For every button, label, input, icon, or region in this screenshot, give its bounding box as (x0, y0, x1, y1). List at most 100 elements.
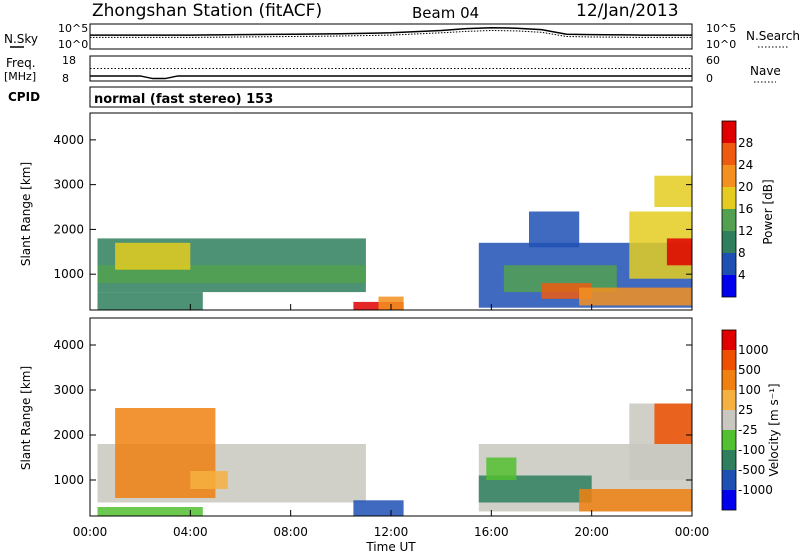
velocity-colorbar-tick-2: 100 (738, 383, 761, 397)
power-patches (97, 175, 692, 310)
noise-sky-series (90, 26, 692, 36)
power-panel-y-tick-label-2: 3000 (53, 178, 84, 192)
power-panel-patch-2 (115, 242, 191, 270)
power-colorbar-label: Power [dB] (761, 179, 775, 244)
power-colorbar-tick-1: 8 (738, 246, 746, 260)
power-panel-y-tick-label-0: 1000 (53, 267, 84, 281)
power-panel-patch-5 (378, 296, 404, 310)
power-panel-patch-13 (654, 175, 692, 207)
cpid-label: CPID (8, 90, 40, 104)
velocity-panel-colorbar-swatch-2 (722, 450, 736, 470)
velocity-panel-y-tick-label-1: 2000 (53, 428, 84, 442)
frequency-tick-top: 18 (62, 54, 76, 67)
power-colorbar-tick-6: 28 (738, 136, 753, 150)
velocity-panel-y-tick-label-0: 1000 (53, 473, 84, 487)
velocity-colorbar-tick-1: 500 (738, 363, 761, 377)
velocity-panel-colorbar-swatch-7 (722, 350, 736, 370)
nave-tick-bottom: 0 (706, 72, 713, 85)
power-colorbar-tick-0: 4 (738, 268, 746, 282)
noise-panel: N.Sky 10^5 10^0 10^5 10^0 N.Search (4, 22, 800, 51)
velocity-panel-patch-7 (579, 489, 692, 512)
velocity-colorbar-tick-4: -25 (738, 423, 758, 437)
nave-tick-top: 60 (706, 54, 720, 67)
nave-label: Nave (750, 64, 781, 78)
velocity-panel-colorbar-swatch-8 (722, 330, 736, 350)
time-tick-label-1: 04:00 (173, 525, 208, 539)
power-colorbar-tick-5: 24 (738, 158, 753, 172)
velocity-panel-colorbar-frame (721, 329, 737, 511)
time-tick-label-3: 12:00 (374, 525, 409, 539)
noise-right-tick-top: 10^5 (706, 22, 736, 35)
velocity-panel-colorbar-swatch-3 (722, 430, 736, 450)
power-panel-colorbar-swatch-6 (722, 143, 736, 165)
power-colorbar-tick-3: 16 (738, 202, 753, 216)
power-panel-colorbar-swatch-3 (722, 209, 736, 231)
noise-left-tick-top: 10^5 (58, 22, 88, 35)
velocity-panel-colorbar-swatch-6 (722, 370, 736, 390)
velocity-colorbar-label: Velocity [m s⁻¹] (767, 383, 781, 476)
power-panel-colorbar-swatch-4 (722, 187, 736, 209)
velocity-panel-patch-4 (353, 500, 404, 517)
power-panel-colorbar-frame (721, 120, 737, 298)
velocity-colorbar-tick-3: 25 (738, 403, 753, 417)
velocity-panel-colorbar-swatch-5 (722, 390, 736, 410)
power-panel-colorbar-swatch-7 (722, 121, 736, 143)
power-colorbar-tick-2: 12 (738, 224, 753, 238)
velocity-panel-patch-2 (190, 471, 228, 489)
time-tick-label-2: 08:00 (273, 525, 308, 539)
power-colorbar: 4 8 12 16 20 24 28 (721, 120, 753, 298)
velocity-panel-patch-10 (486, 457, 517, 480)
velocity-colorbar: 1000 500 100 25 -25 -100 -500 -1000 (721, 329, 773, 511)
noise-search-series (90, 29, 692, 38)
velocity-colorbar-tick-7: -1000 (738, 483, 773, 497)
power-panel-patch-12 (529, 211, 580, 248)
velocity-colorbar-tick-5: -100 (738, 443, 765, 457)
frequency-series (90, 75, 692, 80)
power-panel-y-tick-label-3: 4000 (53, 133, 84, 147)
velocity-y-ticks: 1000 2000 3000 4000 (53, 338, 692, 487)
power-y-ticks: 1000 2000 3000 4000 (53, 133, 692, 281)
power-panel-colorbar-swatch-5 (722, 165, 736, 187)
power-panel-patch-9 (579, 287, 692, 306)
power-panel-colorbar-swatch-0 (722, 275, 736, 297)
velocity-panel-colorbar-swatch-4 (722, 410, 736, 430)
time-tick-label-5: 20:00 (574, 525, 609, 539)
power-panel-colorbar-swatch-2 (722, 231, 736, 253)
power-panel: 1000 2000 3000 4000 Slant Range [km] 4 8 12 16… (19, 112, 775, 311)
velocity-panel-y-tick-label-3: 4000 (53, 338, 84, 352)
velocity-panel: 1000 2000 3000 4000 Slant Range [km] 1000 50… (19, 317, 781, 517)
time-tick-label-4: 16:00 (474, 525, 509, 539)
power-y-label: Slant Range [km] (19, 162, 33, 266)
velocity-patches (97, 403, 692, 517)
power-panel-patch-3 (97, 292, 203, 310)
cpid-mode: normal (fast stereo) 153 (94, 92, 273, 107)
velocity-panel-colorbar-swatch-0 (722, 490, 736, 510)
frequency-tick-bottom: 8 (62, 72, 69, 85)
velocity-y-label: Slant Range [km] (19, 366, 33, 470)
time-axis-label: Time UT (365, 540, 416, 554)
power-panel-patch-11 (666, 238, 692, 266)
cpid-panel: CPID normal (fast stereo) 153 (8, 86, 693, 108)
velocity-panel-patch-3 (97, 507, 203, 516)
power-panel-y-tick-label-1: 2000 (53, 222, 84, 236)
velocity-panel-patch-9 (654, 403, 692, 444)
time-tick-label-6: 00:00 (675, 525, 710, 539)
time-tick-label-0: 00:00 (73, 525, 108, 539)
station-title: Zhongshan Station (fitACF) (92, 1, 322, 21)
frequency-unit: [MHz] (4, 70, 36, 83)
time-axis: 00:00 04:00 08:00 12:00 16:00 20:00 00:00 (73, 304, 710, 539)
noise-left-label: N.Sky (4, 32, 38, 46)
noise-left-tick-bottom: 10^0 (58, 38, 88, 51)
noise-right-label: N.Search (746, 29, 800, 43)
frequency-label: Freq. (6, 56, 36, 70)
noise-panel-frame (89, 23, 693, 50)
noise-right-tick-bottom: 10^0 (706, 38, 736, 51)
velocity-colorbar-tick-6: -500 (738, 463, 765, 477)
date-label: 12/Jan/2013 (576, 1, 679, 21)
velocity-panel-colorbar-swatch-1 (722, 470, 736, 490)
power-panel-colorbar-swatch-1 (722, 253, 736, 275)
beam-label: Beam 04 (412, 4, 479, 22)
cpid-panel-frame (89, 86, 693, 108)
velocity-panel-y-tick-label-2: 3000 (53, 383, 84, 397)
